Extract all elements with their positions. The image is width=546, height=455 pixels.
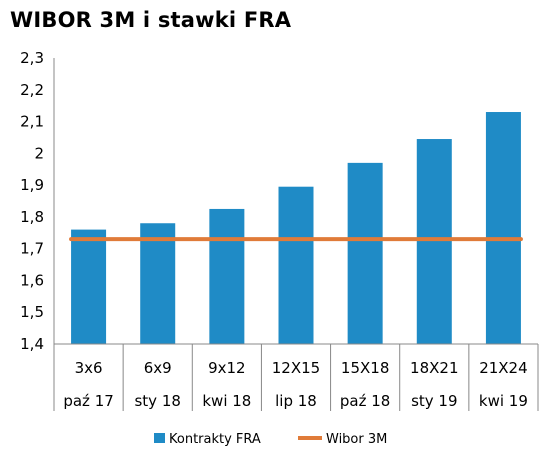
bar-9x12 <box>209 208 245 344</box>
x-subcategory-label: lip 18 <box>275 392 317 410</box>
x-category-label: 18X21 <box>410 359 458 377</box>
legend: Kontrakty FRA Wibor 3M <box>154 432 387 447</box>
y-tick-label: 2,2 <box>20 81 44 99</box>
x-subcategory-label: paź 18 <box>340 392 390 410</box>
x-category-label: 3x6 <box>75 359 103 377</box>
x-subcategory-label: sty 18 <box>134 392 180 410</box>
x-category-label: 9x12 <box>208 359 246 377</box>
x-category-label: 15X18 <box>341 359 389 377</box>
x-subcategory-label: paź 17 <box>63 392 113 410</box>
legend-bar-swatch <box>154 433 165 443</box>
x-subcategory-label: sty 19 <box>411 392 457 410</box>
y-tick-label: 2,1 <box>20 113 44 131</box>
bar-6x9 <box>140 223 176 344</box>
bar-3x6 <box>71 229 107 344</box>
bar-12X15 <box>278 186 314 344</box>
y-tick-label: 1,9 <box>20 176 44 194</box>
y-tick-label: 1,4 <box>20 335 44 353</box>
y-tick-label: 2 <box>34 144 44 162</box>
x-category-label: 6x9 <box>144 359 172 377</box>
y-tick-label: 1,7 <box>20 240 44 258</box>
x-subcategory-label: kwi 19 <box>479 392 528 410</box>
x-category-label: 12X15 <box>272 359 320 377</box>
x-subcategory-label: kwi 18 <box>202 392 251 410</box>
y-tick-label: 2,3 <box>20 49 44 67</box>
x-axis: 3x6 paź 17 6x9 sty 18 9x12 kwi 18 12X15 lip 18 1… <box>53 343 539 411</box>
x-category-label: 21X24 <box>479 359 527 377</box>
legend-label-fra: Kontrakty FRA <box>169 432 261 447</box>
bar-18X21 <box>416 139 452 344</box>
bar-15X18 <box>347 162 383 344</box>
y-tick-label: 1,5 <box>20 303 44 321</box>
y-axis-ticks: 1,4 1,5 1,6 1,7 1,8 1,9 2 2,1 2,2 2,3 <box>20 49 44 353</box>
y-tick-label: 1,6 <box>20 271 44 289</box>
legend-label-wibor: Wibor 3M <box>326 432 387 447</box>
bars <box>71 112 521 345</box>
chart-title: WIBOR 3M i stawki FRA <box>10 8 292 32</box>
y-tick-label: 1,8 <box>20 208 44 226</box>
bar-21X24 <box>485 112 521 345</box>
